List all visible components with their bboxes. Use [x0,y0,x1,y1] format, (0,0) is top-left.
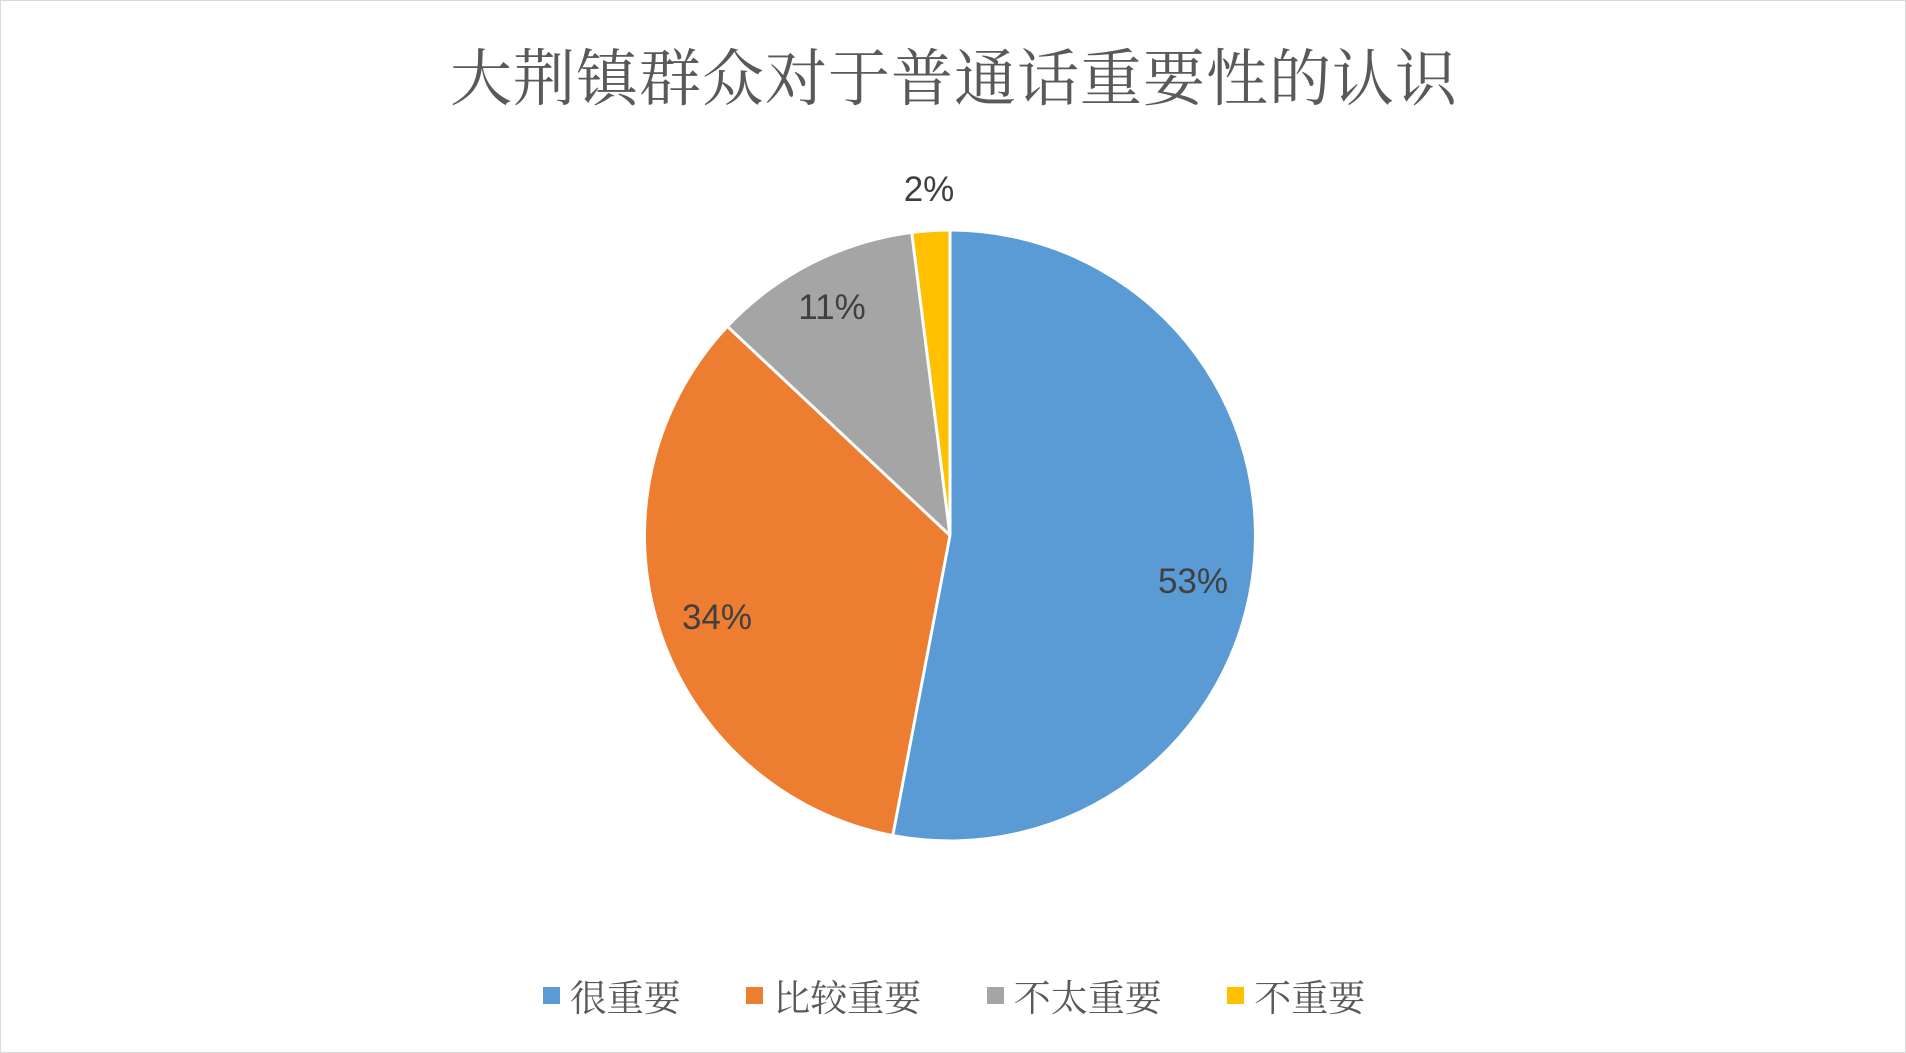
svg-text:34%: 34% [682,598,752,637]
svg-text:53%: 53% [1158,562,1228,601]
svg-text:11%: 11% [798,288,865,327]
svg-text:2%: 2% [904,170,955,209]
